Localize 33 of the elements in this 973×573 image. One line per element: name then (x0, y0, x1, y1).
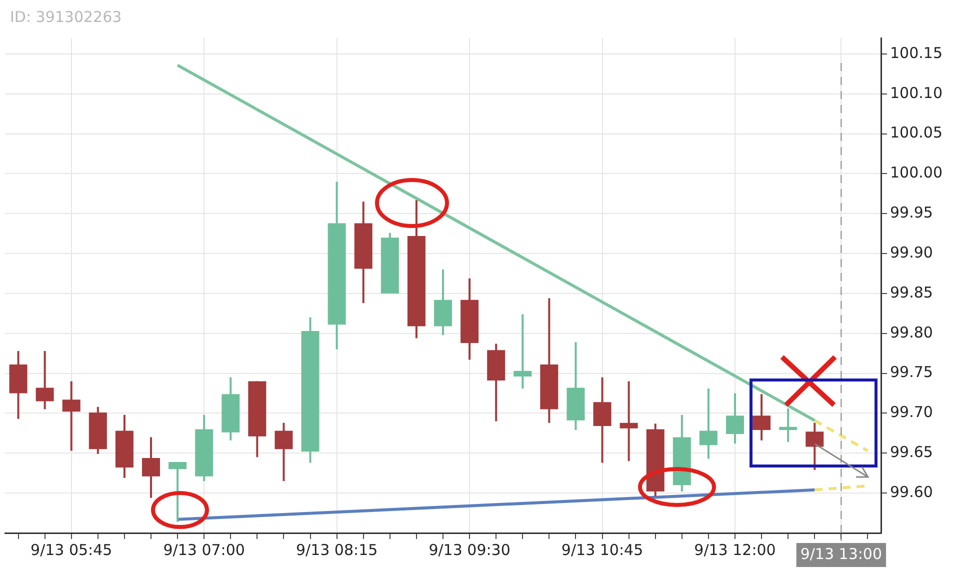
y-tick-label: 99.60 (890, 482, 933, 501)
candlestick (514, 313, 532, 390)
y-tick-label: 99.65 (890, 443, 933, 462)
x-tick-label: 9/13 05:45 (30, 540, 112, 559)
text: ID: 391302263 (10, 8, 122, 26)
y-tick-label: 100.00 (890, 164, 942, 182)
y-tick-label: 99.75 (890, 363, 933, 382)
x-tick-label: 9/13 09:30 (428, 540, 510, 559)
y-tick-label: 99.95 (890, 204, 933, 222)
candlestick (62, 380, 80, 452)
candlestick (36, 350, 54, 410)
candlestick (726, 392, 744, 445)
y-tick-label: 99.85 (890, 283, 933, 302)
candlestick (142, 436, 160, 499)
y-tick-label: 100.15 (890, 44, 942, 62)
candlestick (752, 393, 771, 442)
candlestick (620, 380, 638, 462)
x-tick-label: 9/13 12:00 (694, 540, 776, 559)
candlestick (168, 460, 187, 523)
y-tick-label: 100.10 (890, 84, 942, 102)
candlestick (806, 422, 824, 471)
x-tick-label: 9/13 08:15 (296, 540, 378, 559)
y-tick-label: 99.70 (890, 403, 933, 422)
candlestick (593, 376, 612, 464)
x-tick-label: 9/13 10:45 (561, 540, 644, 559)
y-tick-label: 100.05 (890, 124, 942, 142)
candlestick (274, 422, 293, 482)
y-tick-label: 99.90 (890, 243, 933, 262)
candlestick (779, 407, 798, 443)
y-tick-label: 99.80 (890, 323, 933, 342)
x-tick-label: 9/13 13:00 (800, 544, 882, 563)
x-tick-label: 9/13 07:00 (163, 540, 245, 559)
candlestick (699, 387, 718, 460)
